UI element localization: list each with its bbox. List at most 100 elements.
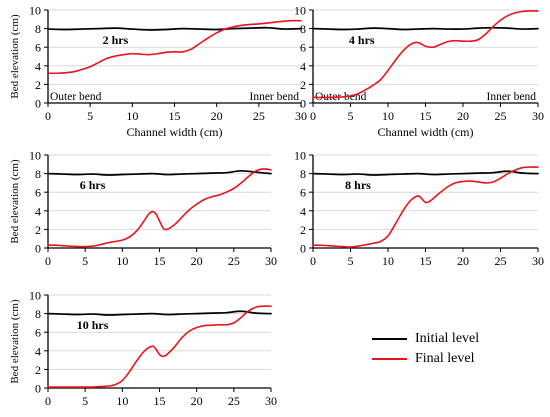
y-tick-label: 8 [300,22,306,36]
initial-level-line [47,169,272,176]
y-tick-label: 6 [35,326,41,340]
outer-bend-label: Outer bend [50,91,102,103]
legend-item-final: Final level [372,349,475,369]
chart-panel-5: 0 2 4 6 8 10 0 5 10 15 20 25 30 Bed elevation (cm) 10 … [9,289,277,409]
x-tick-label: 30 [265,254,277,268]
x-tick-label: 30 [295,109,307,123]
panel-title: 2 hrs [103,33,129,47]
y-tick-label: 4 [35,344,41,358]
legend-label-final: Final level [415,351,475,366]
legend-swatch-initial [372,338,407,340]
panel-title: 4 hrs [349,33,375,47]
x-tick-label: 30 [265,394,277,408]
y-tick-label: 10 [29,149,41,163]
x-tick-label: 30 [532,109,544,123]
x-tick-label: 10 [382,109,394,123]
y-axis-label: Bed elevation (cm) [9,299,21,384]
y-tick-label: 2 [300,78,306,92]
y-tick-label: 4 [300,59,306,73]
y-tick-label: 6 [300,186,306,200]
x-tick-label: 25 [253,109,265,123]
x-tick-label: 30 [532,254,544,268]
x-tick-label: 0 [45,254,51,268]
x-tick-label: 0 [45,109,51,123]
y-tick-label: 6 [35,41,41,55]
final-level-line [47,19,302,75]
y-tick-label: 2 [35,223,41,237]
chart-panel-4: 0 2 4 6 8 10 0 5 10 15 20 25 30 8 hrs [294,149,544,269]
y-tick-label: 10 [294,149,306,163]
x-tick-label: 5 [348,254,354,268]
x-tick-label: 0 [45,394,51,408]
y-tick-label: 8 [35,22,41,36]
y-tick-label: 8 [300,167,306,181]
x-tick-label: 15 [154,254,166,268]
y-tick-label: 10 [29,289,41,303]
x-tick-label: 20 [191,394,203,408]
final-level-line [312,10,539,99]
y-tick-label: 2 [35,78,41,92]
legend: Initial level Final level [372,327,542,371]
x-tick-label: 15 [154,394,166,408]
final-level-line [47,168,272,248]
chart-panel-3: 0 2 4 6 8 10 0 5 10 15 20 25 30 Bed elevation (cm) 6 h… [9,149,277,269]
initial-level-line [47,310,272,316]
x-tick-label: 20 [191,254,203,268]
y-axis-label: Bed elevation (cm) [9,14,21,99]
x-tick-label: 15 [420,254,432,268]
inner-bend-label: Inner bend [250,91,300,103]
initial-level-line [312,170,539,176]
x-tick-label: 10 [382,254,394,268]
x-tick-label: 20 [211,109,223,123]
y-tick-label: 6 [35,186,41,200]
x-tick-label: 10 [116,254,128,268]
x-tick-label: 5 [82,254,88,268]
y-tick-label: 4 [300,204,306,218]
panel-title: 10 hrs [77,318,109,332]
y-axis-label: Bed elevation (cm) [9,159,21,244]
inner-bend-label: Inner bend [487,91,537,103]
y-tick-label: 10 [29,4,41,18]
x-tick-label: 15 [169,109,181,123]
x-tick-label: 25 [228,254,240,268]
x-axis-label: Channel width (cm) [127,125,223,139]
x-tick-label: 0 [310,254,316,268]
panel-title: 6 hrs [80,178,106,192]
x-tick-label: 25 [228,394,240,408]
final-level-line [312,166,539,248]
y-tick-label: 0 [300,97,306,111]
final-level-line [47,305,272,388]
y-tick-label: 6 [300,41,306,55]
x-tick-label: 5 [87,109,93,123]
y-tick-label: 2 [35,363,41,377]
x-tick-label: 25 [495,109,507,123]
initial-level-line [47,26,302,31]
y-tick-label: 4 [35,59,41,73]
y-tick-label: 8 [35,167,41,181]
legend-swatch-final [372,358,407,360]
y-tick-label: 0 [35,97,41,111]
y-tick-label: 0 [35,382,41,396]
y-tick-label: 0 [35,242,41,256]
legend-label-initial: Initial level [415,331,480,346]
x-tick-label: 20 [457,254,469,268]
y-tick-label: 2 [300,223,306,237]
y-tick-label: 0 [300,242,306,256]
y-tick-label: 10 [294,4,306,18]
y-tick-label: 4 [35,204,41,218]
legend-item-initial: Initial level [372,329,479,349]
x-axis-label: Channel width (cm) [378,125,474,139]
chart-panel-2: 0 2 4 6 8 10 0 5 10 15 20 25 30 Channel width (cm) 4 h… [294,4,544,140]
x-tick-label: 5 [82,394,88,408]
x-tick-label: 0 [310,109,316,123]
panel-title: 8 hrs [345,178,371,192]
x-tick-label: 25 [495,254,507,268]
x-tick-label: 20 [457,109,469,123]
x-tick-label: 5 [348,109,354,123]
x-tick-label: 10 [116,394,128,408]
x-tick-label: 10 [126,109,138,123]
x-tick-label: 15 [420,109,432,123]
initial-level-line [312,26,539,31]
